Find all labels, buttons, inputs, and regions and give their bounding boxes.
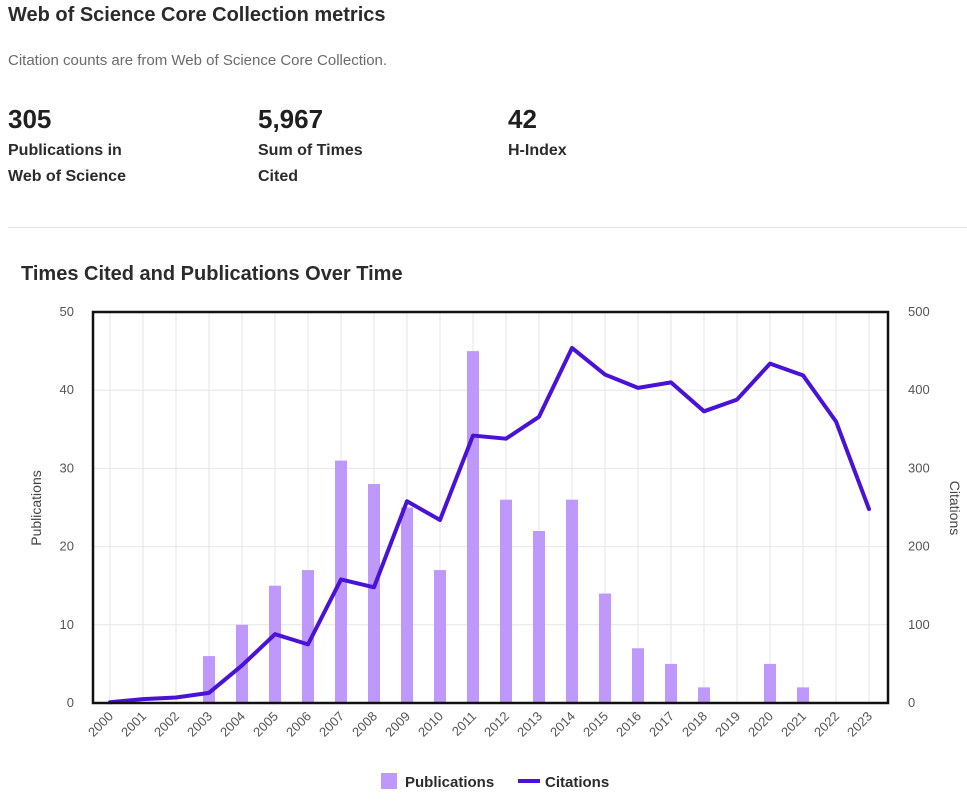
- line-layer: [108, 345, 871, 705]
- bar-publications-2003[interactable]: [203, 656, 215, 703]
- grid-layer: [93, 311, 888, 704]
- x-tick-label: 2000: [85, 709, 116, 740]
- x-tick-label: 2006: [283, 709, 314, 740]
- x-tick-label: 2018: [679, 709, 710, 740]
- y-tick-left-label: 30: [60, 460, 74, 475]
- x-tick-label: 2001: [118, 709, 149, 740]
- legend-label-citations[interactable]: Citations: [545, 774, 609, 791]
- y-tick-right-label: 300: [908, 460, 930, 475]
- x-tick-label: 2022: [811, 709, 842, 740]
- bar-publications-2017[interactable]: [665, 663, 677, 703]
- bar-publications-2020[interactable]: [764, 663, 776, 703]
- x-tick-label: 2002: [151, 709, 182, 740]
- bar-publications-2015[interactable]: [599, 593, 611, 703]
- metric-value: 305: [8, 104, 52, 134]
- line-citations[interactable]: [108, 345, 871, 705]
- x-tick-label: 2008: [349, 709, 380, 740]
- metric-value: 42: [508, 104, 537, 134]
- y-tick-right-label: 0: [908, 695, 915, 710]
- bar-publications-2016[interactable]: [632, 648, 644, 703]
- panel-title: Web of Science Core Collection metrics: [8, 4, 386, 26]
- metric-times-cited[interactable]: 5,967 Sum of Times Cited: [258, 103, 458, 190]
- x-tick-label: 2021: [778, 709, 809, 740]
- legend-label-publications[interactable]: Publications: [405, 774, 494, 791]
- bar-publications-2014[interactable]: [566, 499, 578, 703]
- section-divider: [8, 227, 967, 228]
- y-tick-right-label: 500: [908, 304, 930, 319]
- x-tick-label: 2004: [217, 709, 248, 740]
- y-tick-left-label: 50: [60, 304, 74, 319]
- y-axis-label-right: Citations: [947, 481, 963, 535]
- legend-swatch-publications[interactable]: [381, 773, 397, 789]
- bar-publications-2011[interactable]: [467, 351, 479, 703]
- x-tick-label: 2010: [415, 709, 446, 740]
- x-tick-label: 2016: [613, 709, 644, 740]
- x-tick-label: 2014: [547, 709, 578, 740]
- metric-h-index[interactable]: 42 H-Index: [508, 103, 708, 164]
- bar-publications-2018[interactable]: [698, 687, 710, 703]
- chart-title: Times Cited and Publications Over Time: [21, 263, 403, 285]
- bar-publications-2006[interactable]: [302, 570, 314, 703]
- y-tick-left-label: 10: [60, 617, 74, 632]
- bar-publications-2021[interactable]: [797, 687, 809, 703]
- x-tick-label: 2003: [184, 709, 215, 740]
- y-tick-right-label: 400: [908, 382, 930, 397]
- x-tick-label: 2007: [316, 709, 347, 740]
- bar-publications-2012[interactable]: [500, 499, 512, 703]
- x-tick-label: 2005: [250, 709, 281, 740]
- legend: Publications Citations: [381, 773, 609, 791]
- bar-publications-2013[interactable]: [533, 530, 545, 703]
- x-tick-label: 2019: [712, 709, 743, 740]
- y-axis-label-left: Publications: [28, 470, 44, 546]
- x-tick-label: 2020: [745, 709, 776, 740]
- metric-label: Publications in Web of Science: [8, 142, 126, 185]
- plot-frame: [91, 310, 890, 705]
- x-tick-label: 2015: [580, 709, 611, 740]
- metric-value: 5,967: [258, 104, 324, 134]
- bar-publications-2009[interactable]: [401, 507, 413, 704]
- panel-subtitle: Citation counts are from Web of Science …: [8, 52, 388, 69]
- y-tick-right-label: 200: [908, 539, 930, 554]
- x-tick-label: 2023: [844, 709, 875, 740]
- y-tick-right-label: 100: [908, 617, 930, 632]
- metric-label: Sum of Times Cited: [258, 142, 363, 185]
- x-tick-label: 2017: [646, 709, 677, 740]
- bar-publications-2010[interactable]: [434, 570, 446, 703]
- y-tick-left-label: 40: [60, 382, 74, 397]
- x-tick-label: 2013: [514, 709, 545, 740]
- x-tick-label: 2012: [481, 709, 512, 740]
- bar-publications-2008[interactable]: [368, 484, 380, 703]
- x-tick-label: 2011: [449, 709, 479, 739]
- y-tick-left-label: 0: [67, 695, 74, 710]
- x-tick-label: 2009: [382, 709, 413, 740]
- metric-publications[interactable]: 305 Publications in Web of Science: [8, 103, 208, 190]
- bars-layer: [203, 351, 809, 703]
- metric-label: H-Index: [508, 142, 567, 159]
- bar-publications-2005[interactable]: [269, 585, 281, 703]
- y-tick-left-label: 20: [60, 539, 74, 554]
